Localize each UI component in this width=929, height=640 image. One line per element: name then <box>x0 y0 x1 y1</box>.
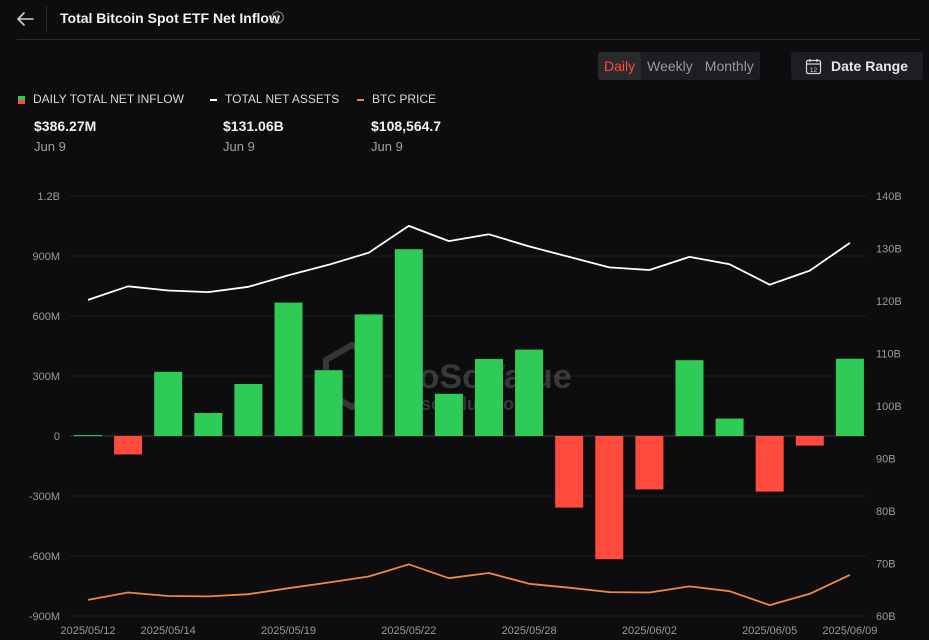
right-axis-tick: 120B <box>876 296 902 308</box>
legend-btc-price-label: BTC PRICE <box>372 92 437 106</box>
header-divider <box>46 6 47 32</box>
btc-price-date: Jun 9 <box>371 139 403 154</box>
net-assets-date: Jun 9 <box>223 139 255 154</box>
right-axis-tick: 110B <box>876 349 901 361</box>
x-axis-tick: 2025/06/09 <box>822 625 877 637</box>
right-axis-tick: 140B <box>876 191 902 203</box>
net-inflow-date: Jun 9 <box>34 139 66 154</box>
net-inflow-bar[interactable] <box>314 370 343 436</box>
x-axis-tick: 2025/05/12 <box>60 625 115 637</box>
net-inflow-bar[interactable] <box>555 436 584 508</box>
btc-price-swatch <box>357 98 364 101</box>
net-inflow-bar[interactable] <box>595 436 624 560</box>
x-axis-tick: 2025/05/22 <box>381 625 436 637</box>
left-axis-tick: 300M <box>32 371 60 383</box>
x-axis-tick: 2025/06/05 <box>742 625 797 637</box>
series-lines <box>87 225 851 606</box>
etf-flow-chart: SoSoValue sosovalue.com 1.2B900M600M300M… <box>29 191 902 637</box>
net-assets-line <box>87 225 851 301</box>
net-inflow-bar[interactable] <box>234 384 263 436</box>
legend-net-assets: TOTAL NET ASSETS <box>210 92 339 106</box>
net-inflow-bar[interactable] <box>515 349 544 436</box>
legend-btc-price: BTC PRICE <box>357 92 436 106</box>
calendar-day-number: 12 <box>810 67 818 74</box>
left-axis-tick: 1.2B <box>37 191 60 203</box>
period-selector: Daily Weekly Monthly <box>598 52 760 80</box>
net-inflow-bar[interactable] <box>274 302 303 436</box>
net-assets-swatch <box>210 98 217 101</box>
right-axis-tick: 100B <box>876 401 902 413</box>
net-inflow-bar[interactable] <box>394 249 423 436</box>
net-inflow-bar[interactable] <box>635 436 664 490</box>
left-axis-tick: 600M <box>32 311 60 323</box>
left-axis-tick: -300M <box>29 491 60 503</box>
period-daily-tab[interactable]: Daily <box>598 52 642 80</box>
net-assets-value: $131.06B <box>223 118 284 134</box>
legend-net-inflow: DAILY TOTAL NET INFLOW <box>18 92 184 106</box>
x-axis-labels: 2025/05/12 2025/05/14 2025/05/19 2025/05/22… <box>60 625 877 637</box>
legend-net-assets-label: TOTAL NET ASSETS <box>225 92 340 106</box>
net-inflow-bar[interactable] <box>475 359 503 436</box>
page-title: Total Bitcoin Spot ETF Net Inflow <box>60 10 280 26</box>
net-inflow-value: $386.27M <box>34 118 97 134</box>
net-inflow-bar[interactable] <box>154 371 183 436</box>
period-monthly-tab[interactable]: Monthly <box>704 58 754 74</box>
legend-net-inflow-label: DAILY TOTAL NET INFLOW <box>33 92 184 106</box>
btc-price-value: $108,564.7 <box>371 118 442 134</box>
net-inflow-bar[interactable] <box>74 435 102 436</box>
net-inflow-bar[interactable] <box>835 358 864 436</box>
left-axis-tick: 0 <box>54 431 60 443</box>
right-axis-tick: 130B <box>876 244 902 256</box>
header-underline <box>17 39 920 40</box>
net-inflow-bar[interactable] <box>354 314 383 436</box>
net-inflow-bar[interactable] <box>434 393 463 436</box>
x-axis-tick: 2025/05/14 <box>141 625 196 637</box>
right-axis-tick: 90B <box>876 454 896 466</box>
right-axis-labels: 140B 130B 120B 110B 100B 90B 80B 70B 60B <box>876 191 902 623</box>
left-axis-labels: 1.2B 900M 600M 300M 0 -300M -600M -900M <box>29 191 60 623</box>
calendar-icon: 12 <box>805 59 822 75</box>
net-inflow-bar[interactable] <box>755 436 784 492</box>
net-inflow-bar[interactable] <box>795 436 824 446</box>
net-inflow-bar[interactable] <box>675 360 704 436</box>
back-arrow-icon[interactable] <box>14 8 36 30</box>
right-axis-tick: 60B <box>876 611 896 623</box>
x-axis-tick: 2025/05/19 <box>261 625 316 637</box>
info-icon[interactable] <box>271 11 284 24</box>
left-axis-tick: -900M <box>29 611 60 623</box>
net-inflow-bar[interactable] <box>194 413 223 436</box>
period-weekly-tab[interactable]: Weekly <box>647 58 693 74</box>
right-axis-tick: 80B <box>876 506 896 518</box>
btc-price-line <box>87 563 851 606</box>
net-inflow-bar[interactable] <box>114 436 143 455</box>
net-inflow-bars <box>74 249 864 560</box>
left-axis-tick: 900M <box>32 251 60 263</box>
date-range-button[interactable]: 12 Date Range <box>791 52 923 80</box>
x-axis-tick: 2025/06/02 <box>622 625 677 637</box>
net-inflow-swatch <box>18 95 25 104</box>
left-axis-tick: -600M <box>29 551 60 563</box>
header-bar: Total Bitcoin Spot ETF Net Inflow <box>0 0 929 40</box>
date-range-label: Date Range <box>831 58 909 74</box>
x-axis-tick: 2025/05/28 <box>502 625 557 637</box>
right-axis-tick: 70B <box>876 559 896 571</box>
net-inflow-bar[interactable] <box>715 418 744 436</box>
